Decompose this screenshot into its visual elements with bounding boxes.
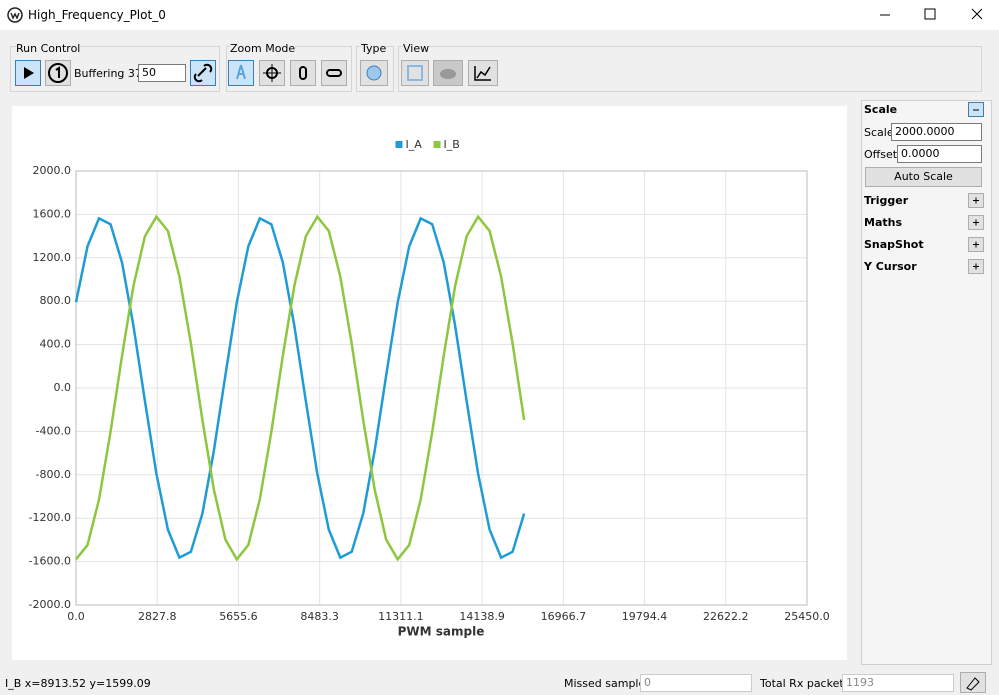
play-button[interactable] <box>15 60 41 86</box>
single-button[interactable] <box>45 60 71 86</box>
panel-section[interactable]: Trigger <box>862 191 986 211</box>
view-fit-button[interactable] <box>401 60 429 86</box>
x-tick-label: 22622.2 <box>703 610 749 623</box>
chart: PWM sample -2000.0 -1600.0 -1200.0 -800.0 -4… <box>12 106 847 660</box>
y-tick-label: -400.0 <box>36 424 71 437</box>
panel-section[interactable]: SnapShot <box>862 235 986 255</box>
offset-label: Offset <box>864 148 898 161</box>
zoom-xy-button[interactable] <box>259 60 285 86</box>
section-title: Y Cursor <box>864 260 917 273</box>
x-tick-label: 25450.0 <box>784 610 830 623</box>
expand-button[interactable] <box>968 259 984 274</box>
expand-button[interactable] <box>968 215 984 230</box>
buffer-value: 50 <box>142 66 156 79</box>
y-tick-label: -1200.0 <box>29 511 71 524</box>
section-title: SnapShot <box>864 238 924 251</box>
x-tick-label: 19794.4 <box>622 610 668 623</box>
data-line <box>74 216 526 560</box>
scale-label: Scale <box>864 126 894 139</box>
group-label: Type <box>361 42 387 55</box>
legend-label: I_A <box>406 138 423 151</box>
link-button[interactable] <box>190 60 216 86</box>
panel-section[interactable]: Y Cursor <box>862 257 986 277</box>
clear-button[interactable] <box>960 672 986 693</box>
x-tick-label: 11311.1 <box>378 610 424 623</box>
section-title: Maths <box>864 216 903 229</box>
zoom-x-button[interactable] <box>321 60 347 86</box>
scale-value: 2000.0000 <box>895 125 955 138</box>
plot-frame <box>75 170 808 606</box>
missed-label: Missed samples <box>564 677 651 690</box>
offset-spinbox[interactable]: 0.0000 <box>897 145 982 163</box>
missed-field: 0 <box>640 674 752 692</box>
run-control-group <box>10 46 220 92</box>
y-tick-label: 400.0 <box>40 338 72 351</box>
legend-swatch <box>433 141 441 148</box>
total-value: 1193 <box>846 676 874 689</box>
offset-value: 0.0000 <box>901 147 940 160</box>
y-tick-label: 0.0 <box>54 381 72 394</box>
legend-label: I_B <box>444 138 460 151</box>
y-tick-label: 2000.0 <box>33 164 72 177</box>
view-slow-button[interactable] <box>433 60 463 86</box>
x-axis-label: PWM sample <box>398 625 485 639</box>
total-field: 1193 <box>842 674 954 692</box>
x-tick-label: 8483.3 <box>300 610 339 623</box>
window-title: High_Frequency_Plot_0 <box>28 8 166 22</box>
button-label: Auto Scale <box>894 170 953 183</box>
group-label: View <box>403 42 430 55</box>
title-bar: High_Frequency_Plot_0 <box>0 0 999 30</box>
status-bar: I_B x=8913.52 y=1599.09 Missed samples 0… <box>0 670 999 695</box>
y-tick-label: -1600.0 <box>29 555 71 568</box>
y-tick-label: 800.0 <box>40 294 72 307</box>
section-title: Trigger <box>864 194 909 207</box>
missed-value: 0 <box>644 676 651 689</box>
group-label: Run Control <box>16 42 81 55</box>
cursor-readout: I_B x=8913.52 y=1599.09 <box>5 677 151 690</box>
x-tick-label: 5655.6 <box>219 610 258 623</box>
zoom-y-button[interactable] <box>290 60 316 86</box>
zoom-auto-button[interactable] <box>228 60 254 86</box>
x-tick-label: 14138.9 <box>459 610 505 623</box>
buffering-label: Buffering 37/ <box>74 67 146 80</box>
collapse-button[interactable] <box>968 102 984 117</box>
buffer-spinbox[interactable]: 50 <box>138 64 186 82</box>
view-group <box>398 46 982 92</box>
view-plot-button[interactable] <box>468 60 498 86</box>
total-label: Total Rx packets <box>760 677 850 690</box>
group-label: Zoom Mode <box>230 42 296 55</box>
y-tick-label: 1200.0 <box>33 251 72 264</box>
x-tick-label: 16966.7 <box>541 610 587 623</box>
x-tick-label: 0.0 <box>67 610 85 623</box>
expand-button[interactable] <box>968 193 984 208</box>
auto-scale-button[interactable]: Auto Scale <box>865 167 982 187</box>
app-icon <box>7 7 23 23</box>
window-controls[interactable] <box>870 0 999 30</box>
y-tick-label: -2000.0 <box>29 598 71 611</box>
y-tick-label: -800.0 <box>36 468 71 481</box>
data-line <box>75 214 526 562</box>
legend-swatch <box>395 141 403 148</box>
x-tick-label: 2827.8 <box>138 610 177 623</box>
scale-spinbox[interactable]: 2000.0000 <box>891 123 982 141</box>
section-title: Scale <box>864 103 898 116</box>
expand-button[interactable] <box>968 237 984 252</box>
panel-section[interactable]: Maths <box>862 213 986 233</box>
scale-header: Scale <box>862 100 986 120</box>
type-button[interactable] <box>360 60 388 86</box>
y-tick-label: 1600.0 <box>33 207 72 220</box>
